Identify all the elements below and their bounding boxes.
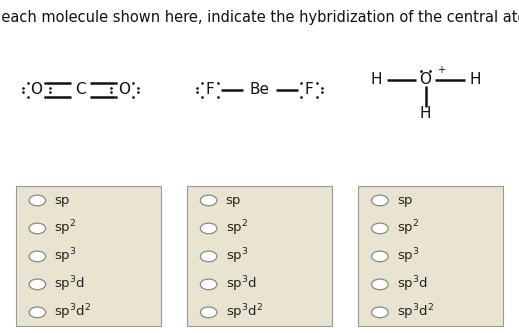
- FancyBboxPatch shape: [187, 186, 332, 326]
- Circle shape: [200, 195, 217, 206]
- Circle shape: [200, 223, 217, 234]
- Circle shape: [29, 307, 46, 318]
- Text: O: O: [30, 82, 43, 98]
- Circle shape: [29, 195, 46, 206]
- Text: sp$^3$d$^2$: sp$^3$d$^2$: [54, 303, 92, 322]
- Text: sp$^2$: sp$^2$: [226, 219, 248, 238]
- Text: sp$^3$: sp$^3$: [226, 247, 248, 266]
- Text: O: O: [419, 72, 432, 88]
- Text: For each molecule shown here, indicate the hybridization of the central atom.: For each molecule shown here, indicate t…: [0, 10, 519, 25]
- Text: sp$^3$d$^2$: sp$^3$d$^2$: [397, 303, 434, 322]
- Text: sp$^3$d$^2$: sp$^3$d$^2$: [226, 303, 263, 322]
- FancyBboxPatch shape: [16, 186, 161, 326]
- Circle shape: [200, 307, 217, 318]
- Circle shape: [372, 307, 388, 318]
- Circle shape: [200, 251, 217, 262]
- Text: sp$^3$: sp$^3$: [397, 247, 419, 266]
- Text: sp$^2$: sp$^2$: [54, 219, 77, 238]
- Text: H: H: [371, 72, 382, 88]
- Text: F: F: [206, 82, 214, 98]
- Text: sp: sp: [54, 194, 70, 207]
- Text: F: F: [305, 82, 313, 98]
- Text: +: +: [437, 65, 445, 75]
- FancyBboxPatch shape: [358, 186, 503, 326]
- Circle shape: [372, 251, 388, 262]
- Text: H: H: [469, 72, 481, 88]
- Text: sp: sp: [226, 194, 241, 207]
- Circle shape: [372, 279, 388, 290]
- Text: sp$^3$: sp$^3$: [54, 247, 77, 266]
- Circle shape: [29, 279, 46, 290]
- Text: sp$^3$d: sp$^3$d: [226, 275, 257, 294]
- Text: O: O: [118, 82, 131, 98]
- Circle shape: [29, 223, 46, 234]
- Circle shape: [372, 195, 388, 206]
- Circle shape: [29, 251, 46, 262]
- Text: sp$^2$: sp$^2$: [397, 219, 419, 238]
- Text: C: C: [75, 82, 86, 98]
- Text: sp$^3$d: sp$^3$d: [397, 275, 428, 294]
- Circle shape: [200, 279, 217, 290]
- Circle shape: [372, 223, 388, 234]
- Text: H: H: [420, 106, 431, 121]
- Text: sp$^3$d: sp$^3$d: [54, 275, 86, 294]
- Text: Be: Be: [250, 82, 269, 98]
- Text: sp: sp: [397, 194, 413, 207]
